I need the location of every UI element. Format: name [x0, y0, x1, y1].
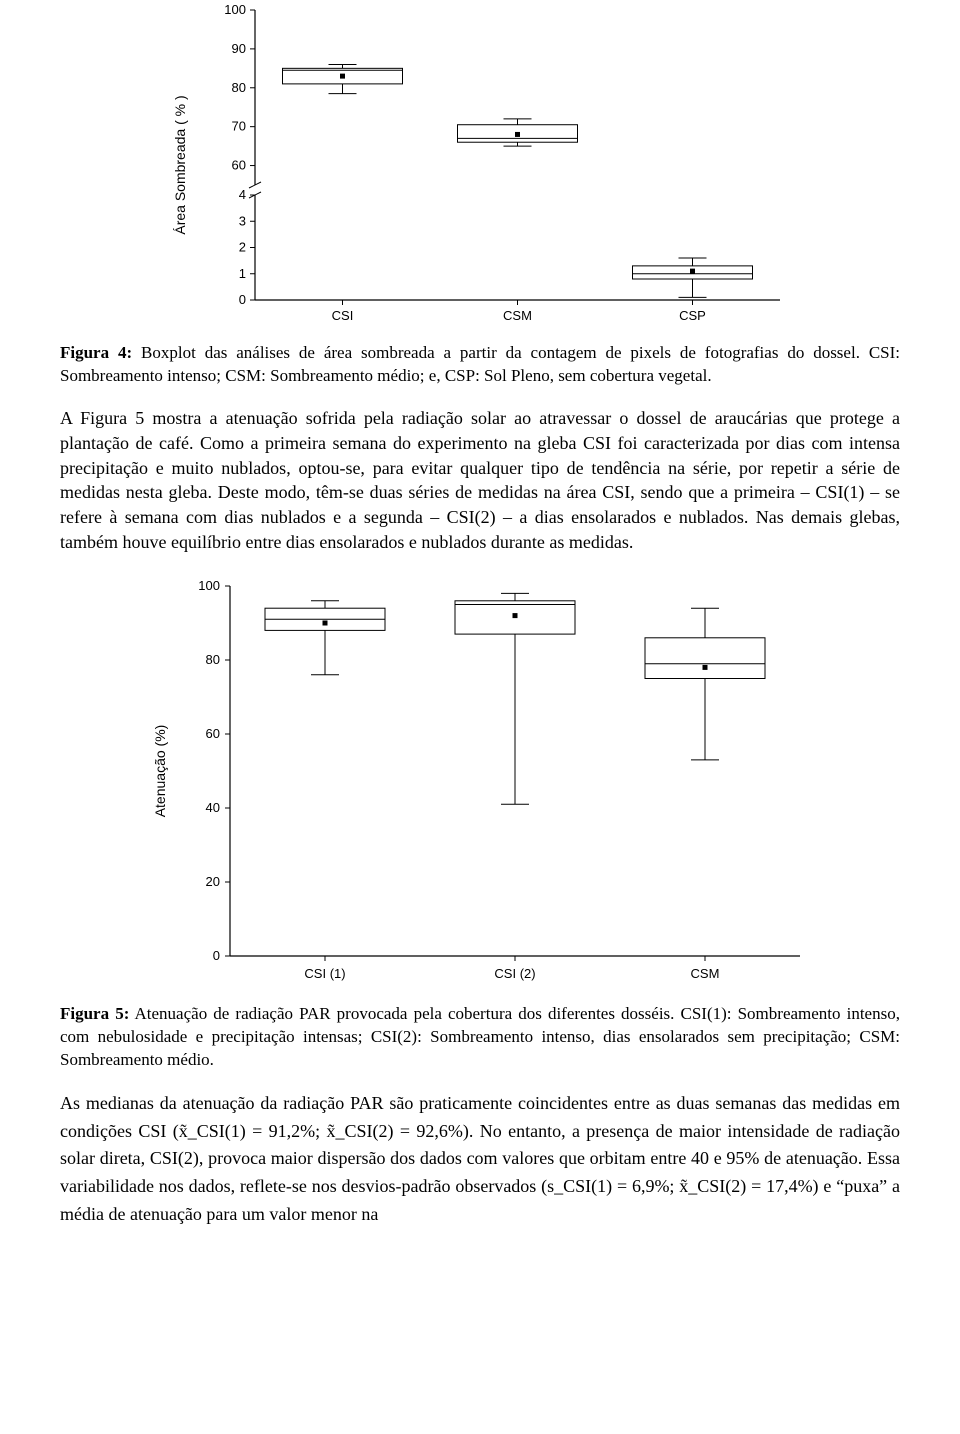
- svg-text:CSI (1): CSI (1): [304, 966, 345, 981]
- svg-text:CSI (2): CSI (2): [494, 966, 535, 981]
- svg-text:4: 4: [239, 187, 246, 202]
- svg-text:80: 80: [206, 652, 220, 667]
- svg-text:1: 1: [239, 266, 246, 281]
- svg-text:100: 100: [224, 2, 246, 17]
- svg-text:CSI: CSI: [332, 308, 354, 323]
- svg-text:CSP: CSP: [679, 308, 706, 323]
- svg-text:CSM: CSM: [691, 966, 720, 981]
- fig5-caption-text: Atenuação de radiação PAR provocada pela…: [60, 1004, 900, 1069]
- para2-eq2: (s_CSI(1) = 6,9%; x̃_CSI(2) = 17,4%): [541, 1176, 818, 1196]
- svg-text:Área Sombreada ( % ): Área Sombreada ( % ): [172, 95, 188, 234]
- figure-4-boxplot: 60 70 80 90 100 0 1 2 3 4 Área Sombreada ( % ) CSI C…: [60, 0, 900, 330]
- svg-text:2: 2: [239, 240, 246, 255]
- svg-text:60: 60: [232, 158, 246, 173]
- svg-text:Atenuação (%): Atenuação (%): [152, 725, 168, 818]
- fig4-caption-text: Boxplot das análises de área sombreada a…: [60, 343, 900, 385]
- figure-5-caption: Figura 5: Atenuação de radiação PAR prov…: [60, 1003, 900, 1072]
- para2-eq1: (x̃_CSI(1) = 91,2%; x̃_CSI(2) = 92,6%): [173, 1121, 469, 1141]
- paragraph-2: As medianas da atenuação da radiação PAR…: [60, 1090, 900, 1229]
- svg-text:70: 70: [232, 119, 246, 134]
- svg-text:0: 0: [213, 948, 220, 963]
- fig5-svg: 0 20 40 60 80 100 Atenuação (%) CSI (1) CSI (2) C…: [130, 571, 830, 991]
- svg-text:40: 40: [206, 800, 220, 815]
- svg-text:100: 100: [198, 578, 220, 593]
- fig4-caption-label: Figura 4:: [60, 343, 132, 362]
- paragraph-1: A Figura 5 mostra a atenuação sofrida pe…: [60, 406, 900, 555]
- fig4-svg: 60 70 80 90 100 0 1 2 3 4 Área Sombreada ( % ) CSI C…: [150, 0, 810, 330]
- figure-5-boxplot: 0 20 40 60 80 100 Atenuação (%) CSI (1) CSI (2) C…: [60, 571, 900, 991]
- fig5-caption-label: Figura 5:: [60, 1004, 129, 1023]
- svg-text:90: 90: [232, 41, 246, 56]
- svg-text:60: 60: [206, 726, 220, 741]
- figure-4-caption: Figura 4: Boxplot das análises de área s…: [60, 342, 900, 388]
- svg-text:CSM: CSM: [503, 308, 532, 323]
- svg-text:20: 20: [206, 874, 220, 889]
- svg-text:3: 3: [239, 213, 246, 228]
- svg-text:0: 0: [239, 292, 246, 307]
- svg-text:80: 80: [232, 80, 246, 95]
